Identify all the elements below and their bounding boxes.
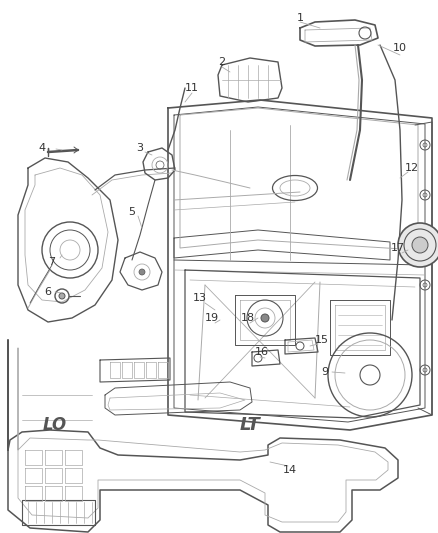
Circle shape: [398, 223, 438, 267]
Text: 17: 17: [391, 243, 405, 253]
Circle shape: [139, 269, 145, 275]
Text: 10: 10: [393, 43, 407, 53]
Text: 2: 2: [219, 57, 226, 67]
Text: 3: 3: [137, 143, 144, 153]
Text: 6: 6: [45, 287, 52, 297]
Text: 4: 4: [39, 143, 46, 153]
Circle shape: [412, 237, 428, 253]
Text: LT: LT: [240, 416, 260, 434]
Text: 15: 15: [315, 335, 329, 345]
Circle shape: [261, 314, 269, 322]
Text: LO: LO: [43, 416, 67, 434]
Text: 16: 16: [255, 347, 269, 357]
Text: 12: 12: [405, 163, 419, 173]
Text: 19: 19: [205, 313, 219, 323]
Text: 18: 18: [241, 313, 255, 323]
Text: 5: 5: [128, 207, 135, 217]
Text: 14: 14: [283, 465, 297, 475]
Text: 7: 7: [49, 257, 56, 267]
Text: 9: 9: [321, 367, 328, 377]
Circle shape: [59, 293, 65, 299]
Text: 1: 1: [297, 13, 304, 23]
Text: 13: 13: [193, 293, 207, 303]
Text: 11: 11: [185, 83, 199, 93]
